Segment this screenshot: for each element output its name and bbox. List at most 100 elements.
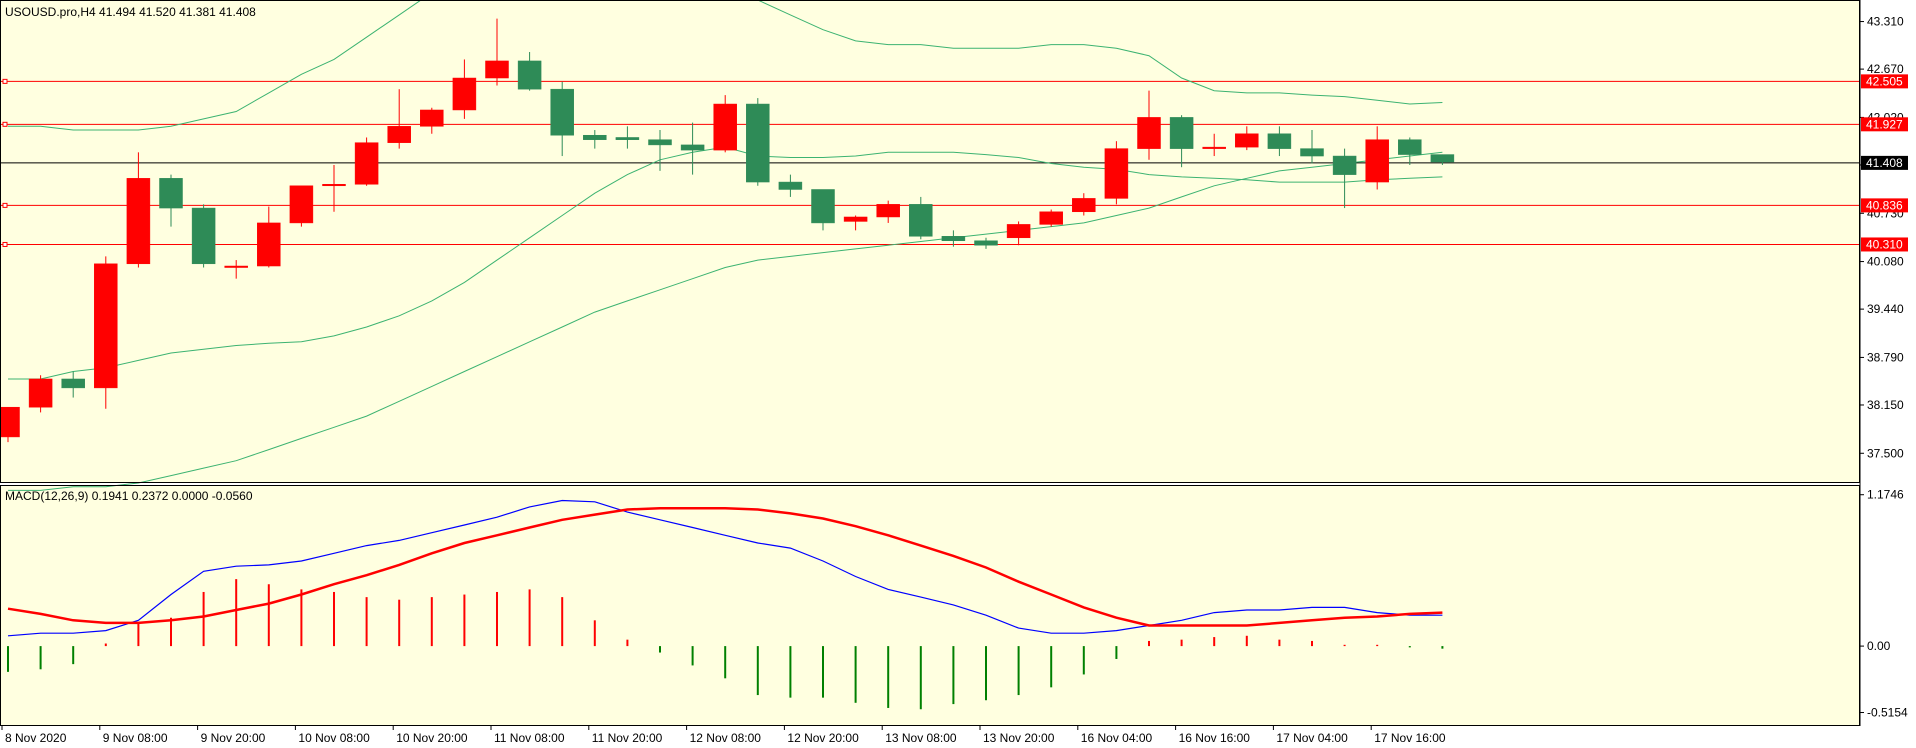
- macd-chart-border: [0, 485, 1860, 726]
- time-axis-label: 12 Nov 20:00: [787, 731, 859, 745]
- candle-body: [485, 60, 509, 79]
- price-level-badge-text: 40.310: [1866, 237, 1903, 251]
- candle-body: [1267, 133, 1292, 149]
- candle-body: [615, 137, 640, 140]
- level-anchor[interactable]: [2, 121, 8, 127]
- candle[interactable]: [1137, 90, 1161, 160]
- candle[interactable]: [485, 18, 509, 86]
- time-axis-label: 9 Nov 08:00: [103, 731, 168, 745]
- candle[interactable]: [1398, 137, 1422, 165]
- candle-body: [1137, 117, 1161, 149]
- candle[interactable]: [1169, 115, 1194, 168]
- time-axis-label: 8 Nov 2020: [5, 731, 67, 745]
- main-chart-area[interactable]: [0, 0, 1860, 483]
- price-tick-label: 42.670: [1867, 62, 1904, 76]
- candle-body: [811, 189, 835, 224]
- candle-body: [1104, 148, 1129, 199]
- candle[interactable]: [289, 185, 314, 227]
- candle[interactable]: [354, 137, 379, 186]
- price-level-badge: [1861, 117, 1908, 132]
- level-anchor[interactable]: [2, 78, 8, 84]
- candle[interactable]: [1365, 126, 1389, 190]
- candle[interactable]: [1006, 221, 1031, 246]
- main-chart-border: [0, 0, 1860, 483]
- candle[interactable]: [1430, 154, 1455, 165]
- candle[interactable]: [583, 130, 607, 149]
- price-tick-label: 40.080: [1867, 255, 1904, 269]
- time-axis: 8 Nov 2020 9 Nov 08:00 9 Nov 20:00 10 Nov 0…: [1, 726, 1446, 745]
- macd-axis: 1.1746 0.00 -0.5154: [1860, 488, 1908, 720]
- candle[interactable]: [876, 200, 900, 223]
- candle[interactable]: [322, 164, 346, 212]
- candle-body: [322, 184, 346, 187]
- candle[interactable]: [550, 81, 574, 157]
- price-level-badge: [1861, 198, 1908, 213]
- candle[interactable]: [615, 126, 640, 149]
- candle[interactable]: [778, 174, 803, 197]
- time-axis-label: 16 Nov 16:00: [1179, 731, 1251, 745]
- candle-body: [1365, 139, 1389, 183]
- candle[interactable]: [746, 98, 770, 186]
- candle-body: [843, 216, 868, 222]
- candle[interactable]: [257, 206, 281, 268]
- time-axis-label: 17 Nov 04:00: [1276, 731, 1348, 745]
- price-level-badge-text: 41.927: [1866, 117, 1903, 131]
- candle[interactable]: [1072, 193, 1096, 216]
- candle[interactable]: [1039, 209, 1063, 227]
- level-anchor[interactable]: [2, 241, 8, 247]
- time-axis-label: 11 Nov 08:00: [494, 731, 565, 745]
- macd-tick-label: 1.1746: [1867, 488, 1904, 502]
- candle[interactable]: [843, 215, 868, 231]
- candle[interactable]: [1300, 130, 1324, 164]
- candle[interactable]: [224, 260, 248, 279]
- candle[interactable]: [680, 122, 705, 175]
- candle[interactable]: [941, 230, 966, 247]
- candle-body: [909, 204, 933, 237]
- candle[interactable]: [1267, 126, 1292, 157]
- candle[interactable]: [0, 406, 20, 443]
- candle[interactable]: [974, 237, 998, 249]
- candle-body: [289, 185, 314, 224]
- candle-body: [28, 378, 53, 408]
- price-level-badge-text: 40.836: [1866, 198, 1903, 212]
- candle[interactable]: [648, 130, 672, 171]
- candle[interactable]: [159, 174, 183, 227]
- candle[interactable]: [1235, 126, 1259, 151]
- candle[interactable]: [1104, 141, 1129, 205]
- candle-body: [517, 60, 542, 90]
- candle-body: [1300, 148, 1324, 157]
- candle-body: [94, 263, 118, 389]
- candle[interactable]: [811, 189, 835, 231]
- candle-body: [746, 103, 770, 183]
- candle[interactable]: [420, 107, 444, 134]
- price-level-badges: 42.505 41.927 40.836 40.310 41.408: [1861, 74, 1908, 252]
- candle[interactable]: [191, 204, 216, 268]
- candle[interactable]: [387, 89, 411, 149]
- price-tick-label: 39.440: [1867, 302, 1904, 316]
- candle[interactable]: [126, 152, 151, 268]
- level-anchor[interactable]: [2, 202, 8, 208]
- candle-body: [61, 378, 85, 389]
- candle-body: [420, 109, 444, 127]
- candle[interactable]: [452, 59, 477, 119]
- candle[interactable]: [94, 256, 118, 409]
- candle[interactable]: [1202, 133, 1226, 157]
- candle[interactable]: [713, 95, 737, 153]
- macd-chart-area[interactable]: [0, 485, 1860, 726]
- candle[interactable]: [61, 371, 85, 398]
- candle-body: [583, 134, 607, 140]
- candle-body: [257, 222, 281, 267]
- candle[interactable]: [909, 196, 933, 240]
- candle[interactable]: [1332, 148, 1357, 209]
- candle[interactable]: [517, 52, 542, 91]
- time-axis-label: 17 Nov 16:00: [1374, 731, 1446, 745]
- candle-body: [1006, 224, 1031, 239]
- candle-body: [387, 126, 411, 143]
- candle-body: [159, 178, 183, 209]
- band-middle-line: [8, 151, 1443, 491]
- price-tick-label: 38.150: [1867, 398, 1904, 412]
- candle[interactable]: [28, 375, 53, 413]
- main-chart-info: USOUSD.pro,H4 41.494 41.520 41.381 41.40…: [5, 5, 256, 19]
- candle-body: [452, 77, 477, 111]
